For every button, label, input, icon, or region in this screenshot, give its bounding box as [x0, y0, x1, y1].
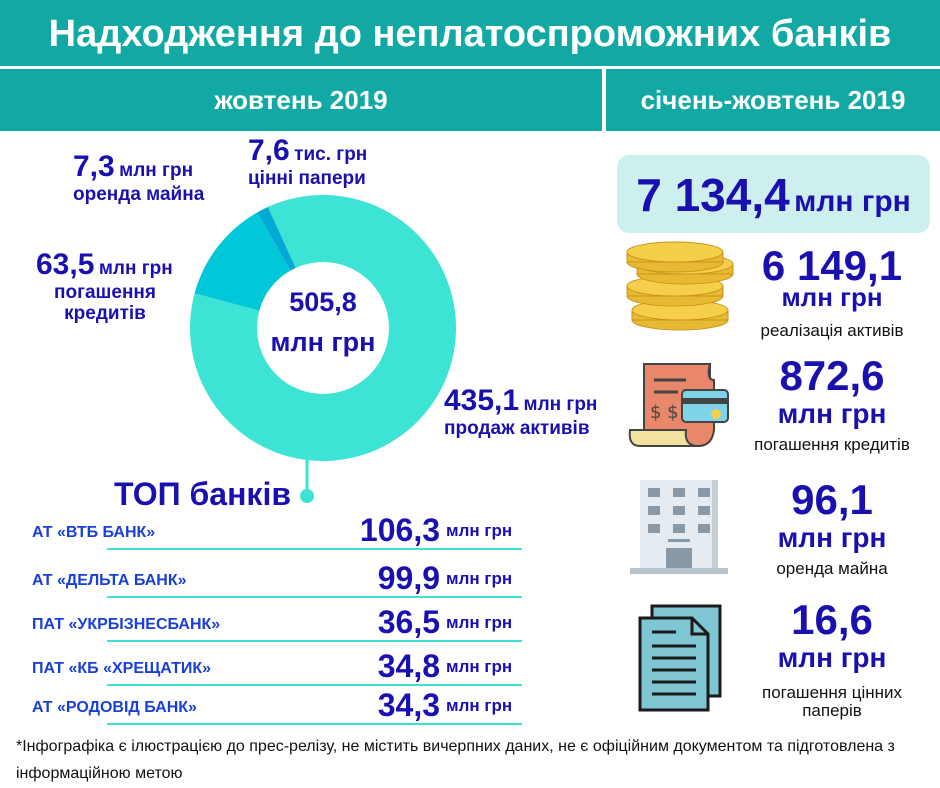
ytd-unit: млн грн — [777, 398, 887, 429]
ytd-label: оренда майна — [776, 559, 888, 578]
donut-slice-1 — [194, 212, 291, 311]
ytd-unit: млн грн — [781, 282, 883, 312]
slice-name: оренда майна — [73, 184, 205, 205]
bank-value: 36,5 — [377, 604, 440, 640]
connector-dot — [300, 489, 314, 503]
slice-label-loans: 63,5 млн грн погашення кредитів — [36, 248, 173, 324]
total-box: 7 134,4 млн грн — [617, 155, 930, 233]
bank-value: 106,3 — [359, 512, 440, 548]
bank-value: 99,9 — [377, 560, 440, 596]
top-banks-heading: ТОП банків — [114, 476, 291, 512]
bank-divider — [107, 723, 522, 725]
documents-icon — [638, 604, 722, 712]
bank-name: АТ «ВТБ БАНК» — [32, 524, 156, 541]
slice-label-rent: 7,3 млн грн оренда майна — [73, 150, 204, 206]
ytd-label: погашення цінних паперів — [761, 683, 903, 720]
bank-name: АТ «ДЕЛЬТА БАНК» — [32, 572, 187, 589]
donut-slice-2 — [257, 206, 296, 271]
slice-unit: тис. грн — [294, 144, 368, 165]
total-unit: млн грн — [794, 185, 911, 218]
ytd-value: 16,6 — [791, 596, 873, 643]
bill-card-icon: $ $ — [628, 363, 729, 448]
bank-name: ПАТ «УКРБІЗНЕСБАНК» — [32, 616, 221, 633]
bank-unit: млн грн — [446, 657, 513, 676]
bank-value: 34,3 — [377, 687, 440, 723]
slice-label-securities: 7,6 тис. грн цінні папери — [248, 134, 367, 190]
slice-value: 63,5 — [36, 248, 95, 281]
ytd-label: погашення кредитів — [754, 435, 910, 454]
period-left-header: жовтень 2019 — [0, 69, 602, 131]
bank-divider — [107, 548, 522, 550]
slice-unit: млн грн — [119, 160, 194, 181]
slice-name: погашення кредитів — [53, 282, 156, 324]
ytd-unit: млн грн — [777, 522, 887, 553]
bank-unit: млн грн — [446, 569, 513, 588]
svg-text:$ $: $ $ — [650, 402, 679, 423]
slice-unit: млн грн — [523, 394, 598, 415]
bank-unit: млн грн — [446, 521, 513, 540]
donut-slice-0 — [190, 195, 456, 461]
slice-value: 435,1 — [444, 384, 520, 417]
bank-divider — [107, 640, 522, 642]
footnote: *Інфографіка є ілюстрацією до прес-реліз… — [16, 738, 895, 782]
coins-icon — [626, 241, 734, 331]
bank-name: АТ «РОДОВІД БАНК» — [32, 699, 197, 716]
bank-unit: млн грн — [446, 613, 513, 632]
bank-value: 34,8 — [377, 648, 440, 684]
slice-unit: млн грн — [98, 258, 173, 279]
donut-center-unit: млн грн — [270, 327, 376, 357]
ytd-unit: млн грн — [777, 642, 887, 673]
ytd-value: 872,6 — [779, 352, 885, 399]
ytd-value: 96,1 — [791, 476, 873, 523]
slice-label-sales: 435,1 млн грн продаж активів — [444, 384, 597, 440]
ytd-value: 6 149,1 — [761, 242, 903, 289]
bank-unit: млн грн — [446, 696, 513, 715]
slice-name: продаж активів — [444, 418, 590, 439]
slice-value: 7,3 — [73, 150, 115, 183]
total-value: 7 134,4 — [636, 169, 790, 221]
ytd-label: реалізація активів — [760, 321, 904, 340]
bank-divider — [107, 684, 522, 686]
slice-value: 7,6 — [248, 134, 290, 167]
slice-name: цінні папери — [248, 168, 366, 189]
bank-name: ПАТ «КБ «ХРЕЩАТИК» — [32, 660, 211, 677]
period-right-header: січень-жовтень 2019 — [606, 69, 940, 131]
page-title: Надходження до неплатоспроможних банків — [0, 0, 940, 66]
donut-center-value: 505,8 — [289, 287, 357, 317]
bank-divider — [107, 596, 522, 598]
building-icon — [630, 480, 728, 574]
